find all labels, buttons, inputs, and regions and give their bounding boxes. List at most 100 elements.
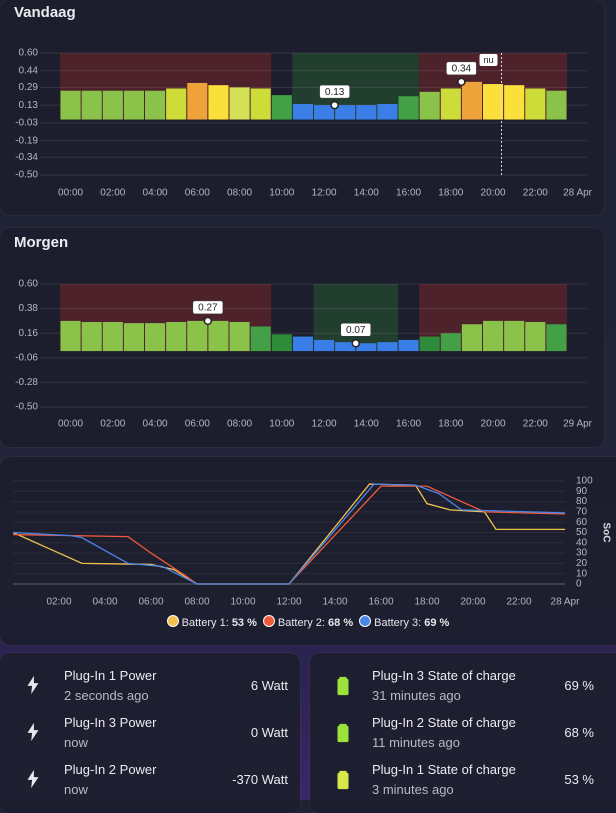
x-tick-label: 16:00 — [396, 188, 421, 199]
bar — [271, 334, 292, 352]
y-tick-label: 0.16 — [19, 328, 39, 339]
legend-name: Battery 1: — [181, 617, 229, 629]
legend-item: Battery 3: 69 % — [359, 615, 449, 629]
x-tick-label: 20:00 — [460, 597, 485, 607]
y-tick-label: -0.28 — [15, 377, 38, 388]
x-tick-label: 20:00 — [481, 419, 506, 430]
legend-name: Battery 3: — [374, 617, 422, 629]
marker-label: 0.13 — [325, 87, 345, 98]
x-tick-label: 06:00 — [138, 597, 163, 607]
x-tick-label: 06:00 — [185, 419, 210, 430]
bar — [250, 326, 271, 352]
entity-row: Plug-In 1 State of charge 3 minutes ago 53… — [310, 760, 616, 804]
bar — [102, 322, 123, 352]
bar — [419, 336, 440, 352]
bar — [187, 320, 208, 352]
icon — [337, 770, 349, 790]
legend-swatch — [166, 615, 179, 627]
x-tick-label: 10:00 — [269, 188, 294, 199]
bar — [123, 323, 144, 352]
x-tick-label: 00:00 — [58, 419, 83, 430]
icon — [337, 676, 349, 696]
bar — [81, 90, 102, 120]
x-tick-label: 28 Apr — [563, 188, 593, 199]
y-tick-label: 60 — [576, 517, 588, 528]
battery-line — [12, 483, 565, 585]
marker-label: 0.07 — [346, 325, 366, 336]
bar — [377, 104, 398, 120]
y-tick-label: 30 — [576, 548, 588, 559]
x-tick-label: 22:00 — [523, 188, 548, 199]
entity-icon — [332, 721, 354, 747]
price-band — [292, 53, 420, 120]
bar — [483, 320, 504, 352]
entity-time: 11 minutes ago — [372, 735, 460, 750]
x-tick-label: 02:00 — [46, 597, 71, 607]
entity-row: Plug-In 1 Power 2 seconds ago 6 Watt — [0, 666, 300, 710]
legend: Battery 1: 53 % Battery 2: 68 % Battery 3:… — [0, 615, 616, 629]
legend-swatch — [262, 615, 275, 627]
bar — [419, 91, 440, 120]
y-tick-label: -0.34 — [15, 152, 38, 163]
y-axis-label: SoC — [600, 523, 611, 543]
legend-item: Battery 1: 53 % — [166, 615, 257, 629]
marker-label-box — [192, 300, 224, 315]
entity-icon — [22, 674, 44, 700]
y-tick-label: 0.60 — [19, 279, 39, 290]
bar — [123, 90, 144, 120]
entity-icon — [332, 768, 354, 794]
bar — [81, 322, 102, 352]
entity-name: Plug-In 1 Power — [64, 668, 157, 683]
bar — [398, 339, 419, 352]
bar — [314, 339, 335, 352]
marker-label-box — [446, 61, 477, 76]
bar — [546, 324, 567, 352]
card-title: Vandaag — [14, 4, 76, 21]
icon — [337, 723, 349, 743]
bar — [60, 90, 81, 120]
y-tick-label: 40 — [576, 537, 588, 548]
y-tick-label: 80 — [576, 496, 588, 507]
bar — [60, 320, 81, 352]
entity-row: Plug-In 2 State of charge 11 minutes ago 6… — [310, 713, 616, 757]
bar — [440, 88, 461, 120]
marker — [351, 339, 360, 348]
bar — [440, 333, 461, 352]
bar — [229, 87, 250, 120]
entity-state: -370 Watt — [232, 772, 288, 787]
x-tick-label: 08:00 — [227, 419, 252, 430]
y-tick-label: 20 — [576, 558, 588, 569]
x-tick-label: 20:00 — [481, 188, 506, 199]
marker — [457, 77, 466, 87]
bar — [166, 322, 187, 352]
icon — [27, 769, 39, 789]
entity-name: Plug-In 2 State of charge — [372, 715, 516, 730]
entity-icon — [332, 674, 354, 700]
entity-state: 69 % — [564, 678, 594, 693]
x-tick-label: 18:00 — [438, 419, 463, 430]
entity-time: now — [64, 782, 88, 797]
x-tick-label: 02:00 — [100, 188, 125, 199]
bar — [166, 88, 187, 120]
x-tick-label: 22:00 — [506, 597, 531, 607]
battery-line — [12, 485, 566, 585]
bar — [145, 323, 166, 352]
now-label: nu — [484, 55, 494, 65]
y-tick-label: 0.60 — [19, 48, 39, 59]
y-tick-label: -0.06 — [15, 352, 38, 363]
entity-state: 68 % — [564, 725, 594, 740]
bar — [271, 95, 292, 120]
today-card: Vandaag 0.60 0.44 0.29 0.13 -0.03 -0.19 -0.34 -0… — [0, 0, 604, 215]
bar — [377, 342, 398, 352]
icon — [27, 722, 39, 742]
x-tick-label: 16:00 — [396, 419, 421, 430]
bar — [250, 88, 271, 120]
entity-time: now — [64, 735, 88, 750]
bar — [356, 343, 377, 352]
today-chart: Vandaag 0.60 0.44 0.29 0.13 -0.03 -0.19 -0.34 -0… — [14, 4, 593, 199]
y-tick-label: -0.50 — [15, 402, 38, 413]
x-tick-label: 04:00 — [143, 419, 168, 430]
entity-name: Plug-In 3 Power — [64, 715, 157, 730]
